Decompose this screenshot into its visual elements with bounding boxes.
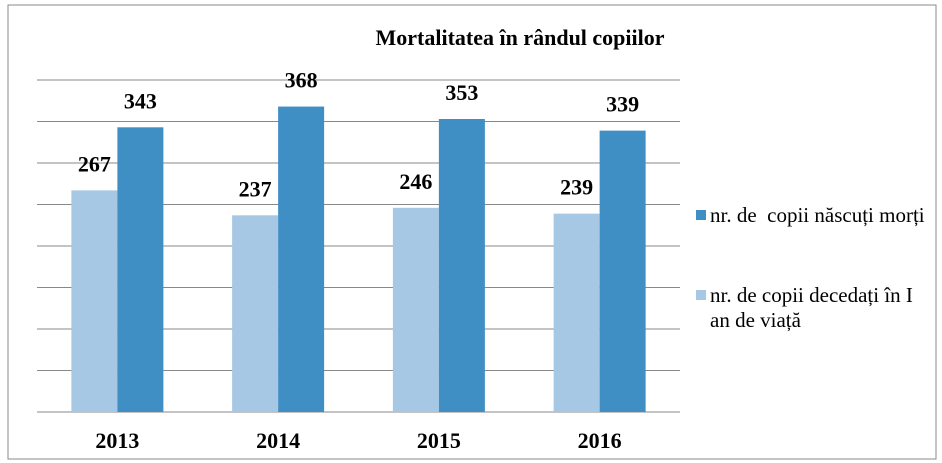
bar [71,190,118,412]
value-label: 267 [78,151,111,176]
bar [392,207,439,412]
legend-label: nr. de copii născuți morți [710,203,925,227]
bar [553,213,600,412]
x-tick-label: 2015 [417,428,461,453]
legend-label: nr. de copii decedați în I an de viață [710,283,919,332]
x-tick-label: 2014 [256,428,300,453]
value-label: 343 [124,88,157,113]
value-label: 237 [239,176,272,201]
value-label: 339 [606,92,639,117]
chart-title: Mortalitatea în rândul copiilor [375,25,664,50]
legend-swatch [696,290,706,300]
value-label: 239 [560,175,593,200]
bar [278,106,325,412]
x-tick-label: 2016 [578,428,622,453]
bar [438,119,485,412]
bar [599,130,646,412]
bar [117,127,164,412]
legend-swatch [696,210,706,220]
value-label: 368 [285,68,318,93]
legend-entry: nr. de copii decedați în I an de viață [696,283,935,333]
bar [232,215,279,412]
value-label: 246 [399,169,432,194]
legend-entry: nr. de copii născuți morți [696,203,935,228]
x-tick-label: 2013 [95,428,139,453]
value-label: 353 [445,80,478,105]
